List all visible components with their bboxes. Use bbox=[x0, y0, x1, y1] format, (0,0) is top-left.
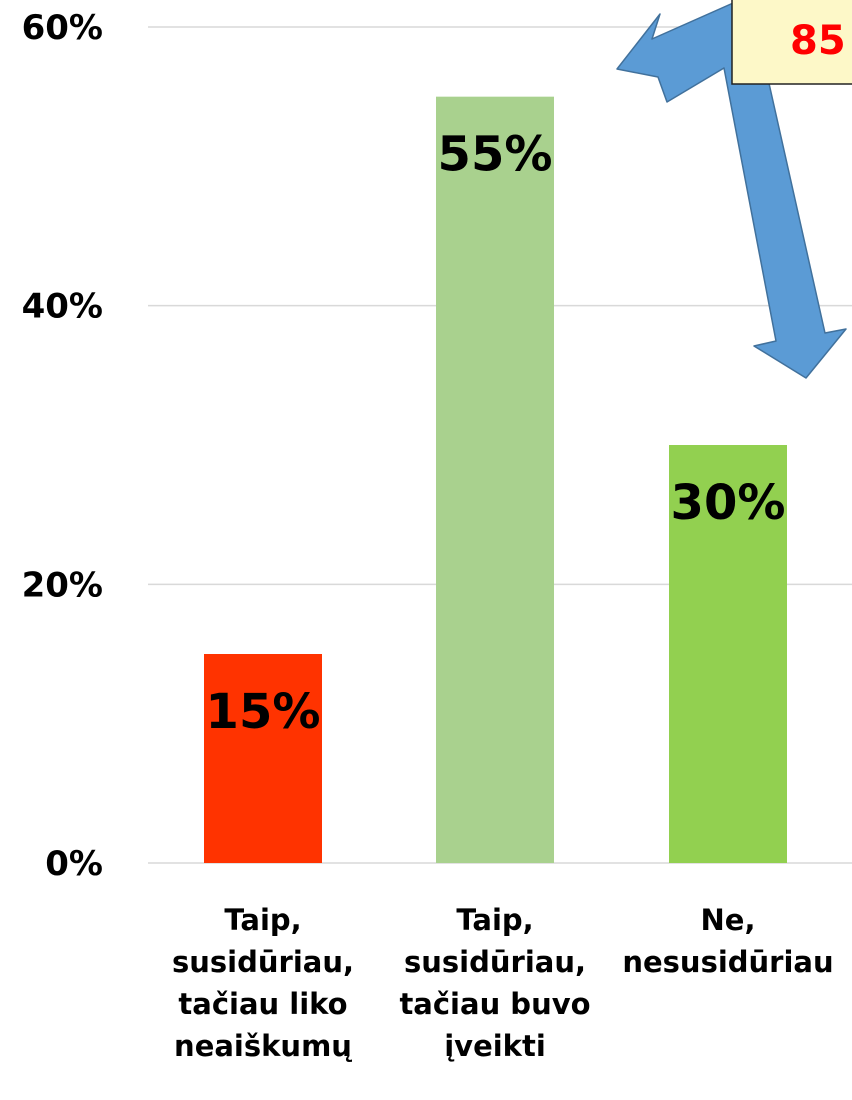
bar bbox=[204, 654, 322, 863]
x-category-label: Taip, susidūriau, tačiau liko neaiškumų bbox=[172, 903, 354, 1063]
y-tick-label: 20% bbox=[22, 565, 103, 605]
annotation-box bbox=[731, 0, 852, 85]
data-labels: 15% 55% 30% bbox=[206, 127, 786, 740]
x-category-label: Taip, susidūriau, tačiau buvo įveikti bbox=[399, 903, 590, 1063]
y-tick-label: 0% bbox=[45, 844, 103, 884]
annotation-callout: 85 bbox=[616, 0, 852, 379]
double-arrow-icon bbox=[616, 0, 847, 379]
bar bbox=[436, 96, 554, 863]
data-label: 30% bbox=[671, 475, 786, 531]
y-tick-label: 40% bbox=[22, 287, 103, 327]
x-category-label: Ne, nesusidūriau bbox=[622, 903, 833, 979]
y-tick-label: 60% bbox=[22, 8, 103, 48]
annotation-text: 85 bbox=[790, 18, 846, 64]
x-axis-labels: Taip, susidūriau, tačiau liko neaiškumų Taip… bbox=[172, 903, 834, 1063]
y-axis-ticks: 0% 20% 40% 60% bbox=[22, 8, 103, 884]
bar bbox=[669, 445, 787, 863]
data-label: 55% bbox=[438, 127, 553, 183]
data-label: 15% bbox=[206, 684, 321, 740]
bars bbox=[204, 96, 787, 863]
